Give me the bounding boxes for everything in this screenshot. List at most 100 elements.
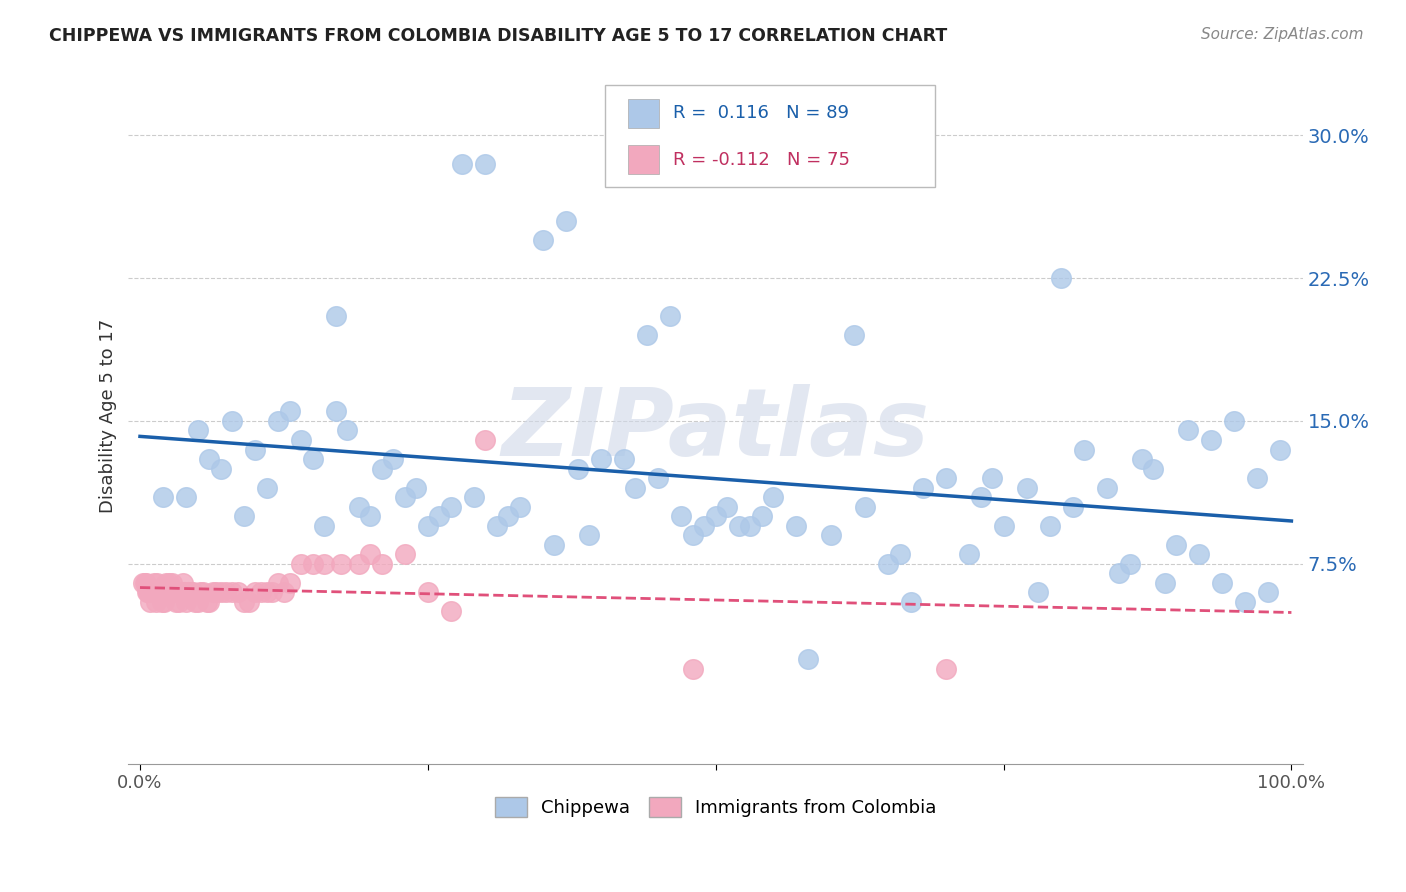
Point	[188, 585, 211, 599]
Point	[232, 595, 254, 609]
Point	[567, 461, 589, 475]
Legend: Chippewa, Immigrants from Colombia: Chippewa, Immigrants from Colombia	[488, 790, 943, 824]
Point	[209, 461, 232, 475]
Point	[205, 585, 228, 599]
Point	[152, 490, 174, 504]
Text: Source: ZipAtlas.com: Source: ZipAtlas.com	[1201, 27, 1364, 42]
Point	[658, 309, 681, 323]
Point	[751, 509, 773, 524]
Point	[1188, 547, 1211, 561]
Point	[141, 585, 163, 599]
Point	[159, 585, 181, 599]
Point	[226, 585, 249, 599]
Point	[132, 575, 155, 590]
Point	[693, 518, 716, 533]
Point	[169, 585, 191, 599]
Point	[160, 585, 183, 599]
Point	[509, 500, 531, 514]
Point	[155, 585, 177, 599]
Point	[330, 557, 353, 571]
Point	[578, 528, 600, 542]
Point	[371, 461, 394, 475]
Point	[727, 518, 749, 533]
Point	[146, 575, 169, 590]
Point	[1073, 442, 1095, 457]
Point	[250, 585, 273, 599]
Point	[155, 575, 177, 590]
Y-axis label: Disability Age 5 to 17: Disability Age 5 to 17	[100, 319, 117, 513]
Point	[911, 481, 934, 495]
Point	[416, 585, 439, 599]
Point	[162, 585, 184, 599]
Point	[1142, 461, 1164, 475]
Point	[1211, 575, 1233, 590]
Point	[221, 414, 243, 428]
Point	[135, 575, 157, 590]
Point	[394, 490, 416, 504]
Point	[1095, 481, 1118, 495]
Point	[1015, 481, 1038, 495]
Point	[405, 481, 427, 495]
Point	[184, 595, 207, 609]
Point	[440, 604, 463, 618]
Point	[613, 452, 636, 467]
Point	[474, 433, 496, 447]
Point	[209, 585, 232, 599]
Point	[301, 557, 323, 571]
Point	[145, 595, 167, 609]
Point	[647, 471, 669, 485]
Point	[173, 585, 195, 599]
Point	[624, 481, 647, 495]
Point	[177, 585, 200, 599]
Point	[1268, 442, 1291, 457]
Point	[267, 575, 290, 590]
Point	[243, 442, 266, 457]
Point	[1062, 500, 1084, 514]
Point	[1153, 575, 1175, 590]
Point	[262, 585, 284, 599]
Point	[256, 481, 278, 495]
Point	[187, 424, 209, 438]
Point	[174, 595, 197, 609]
Point	[762, 490, 785, 504]
Point	[142, 585, 165, 599]
Point	[198, 595, 221, 609]
Point	[193, 585, 215, 599]
Point	[1166, 538, 1188, 552]
Point	[267, 414, 290, 428]
Point	[877, 557, 900, 571]
Point	[1257, 585, 1279, 599]
Point	[152, 585, 174, 599]
Point	[325, 404, 347, 418]
Point	[157, 575, 180, 590]
Point	[416, 518, 439, 533]
Point	[198, 452, 221, 467]
Point	[174, 585, 197, 599]
Point	[543, 538, 565, 552]
Point	[136, 585, 159, 599]
Point	[993, 518, 1015, 533]
Point	[440, 500, 463, 514]
Point	[278, 575, 301, 590]
Point	[290, 557, 312, 571]
Point	[336, 424, 359, 438]
Point	[485, 518, 508, 533]
Point	[1026, 585, 1049, 599]
Point	[785, 518, 807, 533]
Point	[682, 662, 704, 676]
Point	[531, 233, 554, 247]
Point	[347, 500, 370, 514]
Point	[1177, 424, 1199, 438]
Point	[238, 595, 260, 609]
Point	[981, 471, 1004, 485]
Point	[889, 547, 911, 561]
Point	[1199, 433, 1222, 447]
Point	[636, 328, 658, 343]
Text: CHIPPEWA VS IMMIGRANTS FROM COLOMBIA DISABILITY AGE 5 TO 17 CORRELATION CHART: CHIPPEWA VS IMMIGRANTS FROM COLOMBIA DIS…	[49, 27, 948, 45]
Point	[138, 585, 160, 599]
Point	[160, 575, 183, 590]
Point	[243, 585, 266, 599]
Point	[935, 471, 957, 485]
Point	[359, 509, 381, 524]
Point	[853, 500, 876, 514]
